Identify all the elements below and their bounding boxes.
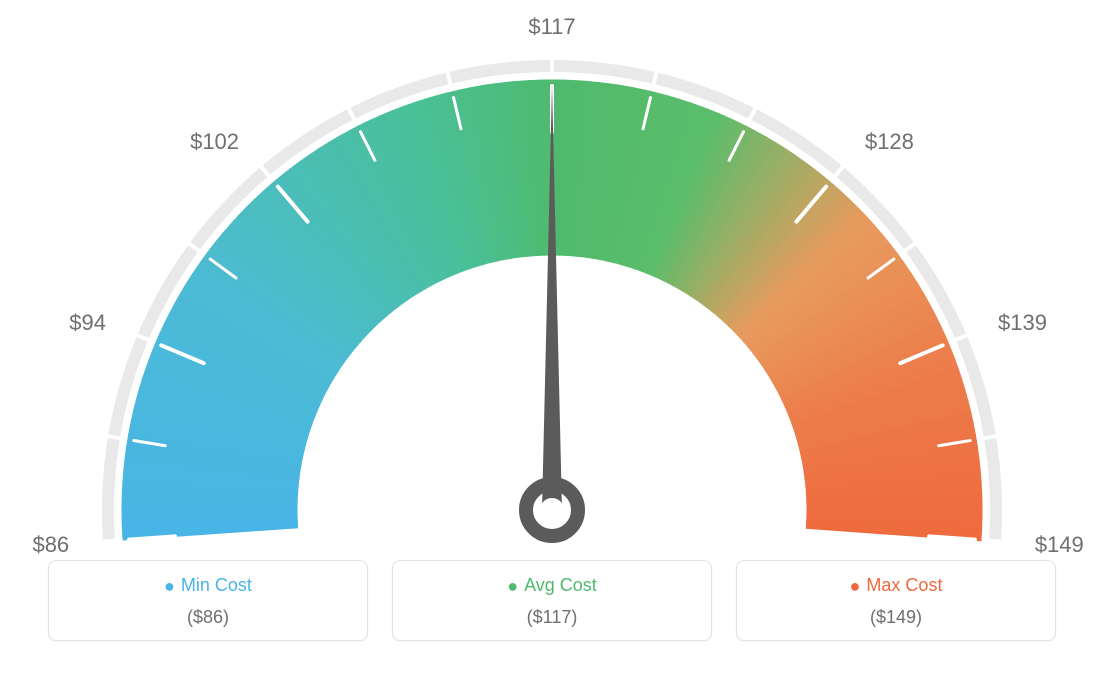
legend-label-avg: Avg Cost: [524, 575, 597, 595]
svg-text:$149: $149: [1035, 532, 1084, 557]
svg-text:$102: $102: [190, 129, 239, 154]
legend-card-avg: ● Avg Cost ($117): [392, 560, 712, 641]
svg-text:$128: $128: [865, 129, 914, 154]
legend-value-max: ($149): [747, 607, 1045, 628]
legend-card-min: ● Min Cost ($86): [48, 560, 368, 641]
legend-value-avg: ($117): [403, 607, 701, 628]
dot-icon: ●: [164, 576, 175, 596]
legend-value-min: ($86): [59, 607, 357, 628]
dot-icon: ●: [850, 576, 861, 596]
svg-text:$117: $117: [528, 14, 575, 39]
legend-title-min: ● Min Cost: [59, 575, 357, 597]
legend-row: ●Min Cost ($86) ●Avg Cost ($117) ●Max Co…: [0, 560, 1104, 641]
svg-text:$94: $94: [69, 310, 106, 335]
legend-card-max: ●Max Cost ($149): [736, 560, 1056, 641]
legend-label-max: Max Cost: [866, 575, 942, 595]
legend-title-max: ●Max Cost: [747, 575, 1045, 597]
svg-text:$86: $86: [32, 532, 69, 557]
legend-label-min: Min Cost: [181, 575, 252, 595]
legend-title-avg: ● Avg Cost: [403, 575, 701, 597]
gauge-svg: $86 $94 $102 $117 $128 $139 $149: [0, 0, 1104, 560]
svg-text:$139: $139: [998, 310, 1047, 335]
gauge-chart: $86 $94 $102 $117 $128 $139 $149: [0, 0, 1104, 560]
dot-icon: ●: [507, 576, 518, 596]
